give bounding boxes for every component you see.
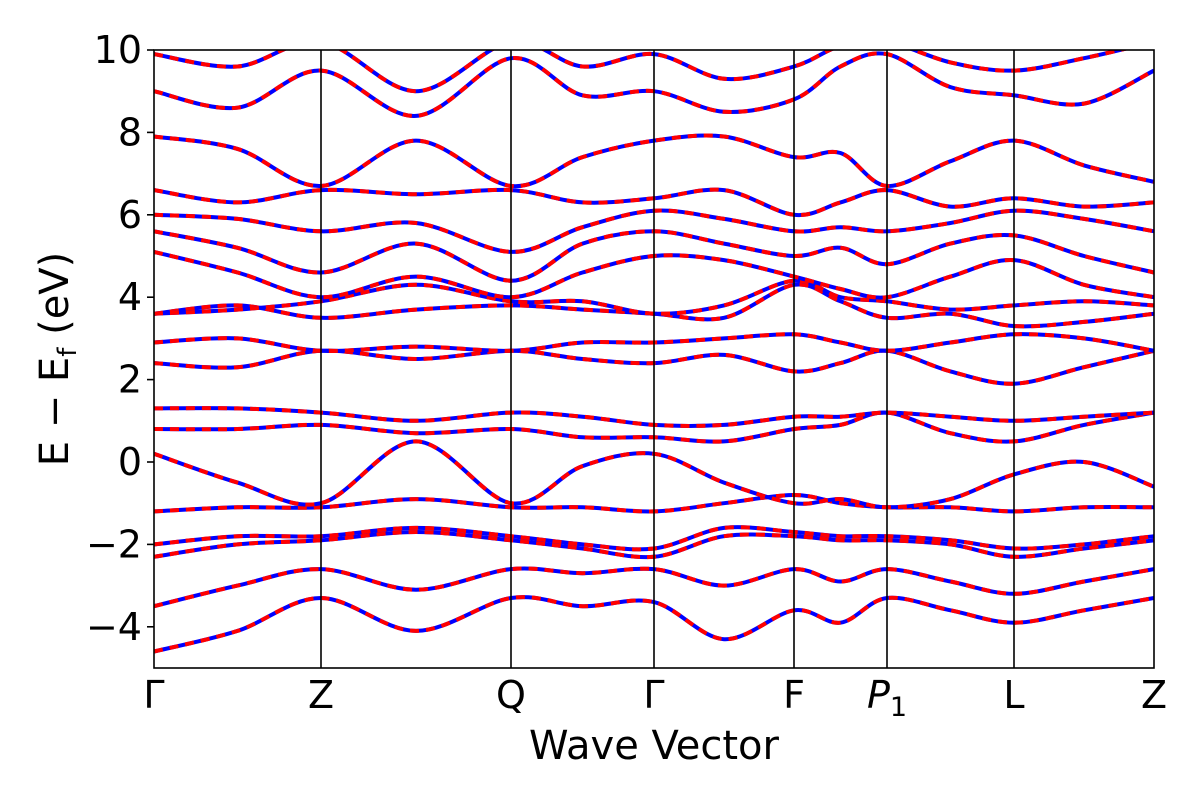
kpoint-label: F (783, 673, 805, 717)
y-tick-label: 8 (118, 110, 142, 154)
y-tick-label: 0 (118, 440, 142, 484)
band-13-line-red-dashed (154, 249, 1154, 300)
y-tick-label: −4 (86, 605, 142, 649)
y-tick-label: 4 (118, 275, 142, 319)
kpoint-lines (320, 50, 1015, 668)
y-axis-title-subscript: f (53, 347, 83, 357)
y-tick-label: 6 (118, 193, 142, 237)
kpoint-label: Γ (643, 673, 664, 717)
kpoint-label-main: P (867, 673, 890, 717)
band-1-line-red-dashed (154, 595, 1154, 654)
band-16-line-red-dashed (154, 187, 1154, 218)
y-axis-title: E − Ef (eV) (32, 252, 83, 467)
band-18-line-blue (154, 51, 1154, 118)
band-15-line-red-dashed (154, 208, 1154, 254)
kpoint-label: Z (308, 673, 334, 717)
kpoint-label-subscript: 1 (890, 692, 907, 723)
band-4-line-blue (154, 525, 1154, 552)
x-axis: Γ Z Q Γ F P1 L Z (143, 673, 1167, 723)
band-2-line-red-dashed (154, 566, 1154, 609)
band-3-line-blue (154, 530, 1154, 560)
y-axis-title-unit: (eV) (32, 252, 78, 348)
y-tick-label: −2 (86, 522, 142, 566)
band-6-line-red-dashed (154, 439, 1154, 510)
band-5-line-red-dashed (154, 493, 1154, 514)
band-17-line-red-dashed (154, 133, 1154, 189)
kpoint-label: P1 (867, 673, 907, 723)
band-10-line-red-dashed (154, 332, 1154, 353)
kpoint-label: Q (496, 673, 526, 717)
band-11-line-red-dashed (154, 282, 1154, 329)
kpoint-label: Z (1141, 673, 1167, 717)
y-tick-label: 2 (118, 358, 142, 402)
band-14-line-blue (154, 229, 1154, 283)
kpoint-label: L (1003, 673, 1024, 717)
bands-layer (154, 50, 1154, 654)
band-8-line-red-dashed (154, 406, 1154, 428)
band-12-line-red-dashed (154, 278, 1154, 316)
y-axis: −4 −2 0 2 4 6 8 10 (86, 28, 154, 649)
x-axis-title: Wave Vector (529, 723, 780, 769)
kpoint-label: Γ (143, 673, 164, 717)
plot-frame (153, 49, 1155, 669)
y-axis-title-main: E − E (32, 357, 78, 467)
y-tick-label: 10 (94, 28, 142, 72)
band-19-line-blue (154, 50, 1129, 94)
band-7-line-red-dashed (154, 410, 1154, 444)
